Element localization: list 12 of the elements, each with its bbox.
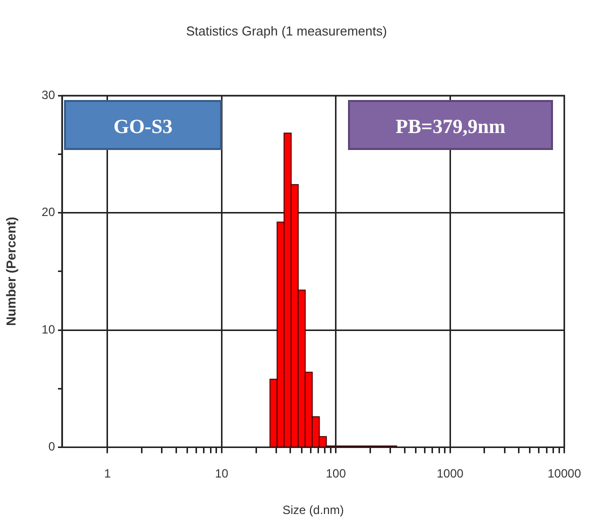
- x-tick-label: 1000: [436, 466, 464, 481]
- y-tick-label: 10: [42, 322, 56, 336]
- y-tick-label: 30: [42, 88, 56, 102]
- x-tick-label: 10000: [548, 466, 582, 481]
- chart-title: Statistics Graph (1 measurements): [186, 23, 387, 38]
- y-tick-label: 20: [42, 205, 56, 220]
- y-tick-label: 0: [48, 440, 56, 454]
- x-tick-label: 1: [104, 466, 112, 481]
- x-tick-label: 10: [214, 466, 229, 481]
- x-tick-label: 100: [326, 466, 346, 481]
- y-axis-title: Number (Percent): [3, 216, 18, 326]
- x-axis-title: Size (d.nm): [282, 503, 344, 518]
